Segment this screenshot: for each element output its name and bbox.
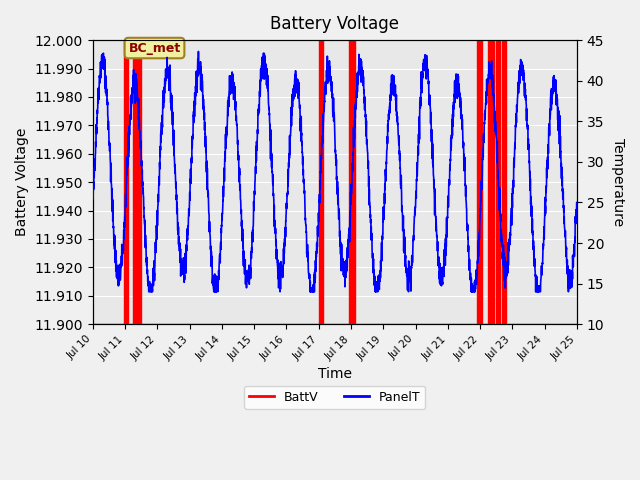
Bar [488,40,493,324]
Text: BC_met: BC_met [129,42,180,55]
Bar [124,40,129,324]
X-axis label: Time: Time [318,367,352,381]
Title: Battery Voltage: Battery Voltage [270,15,399,33]
Y-axis label: Battery Voltage: Battery Voltage [15,128,29,236]
Bar [502,40,506,324]
Bar [495,40,500,324]
Legend: BattV, PanelT: BattV, PanelT [244,386,426,409]
Bar [133,40,141,324]
Y-axis label: Temperature: Temperature [611,138,625,226]
Bar [477,40,482,324]
Bar [319,40,323,324]
Bar [349,40,355,324]
